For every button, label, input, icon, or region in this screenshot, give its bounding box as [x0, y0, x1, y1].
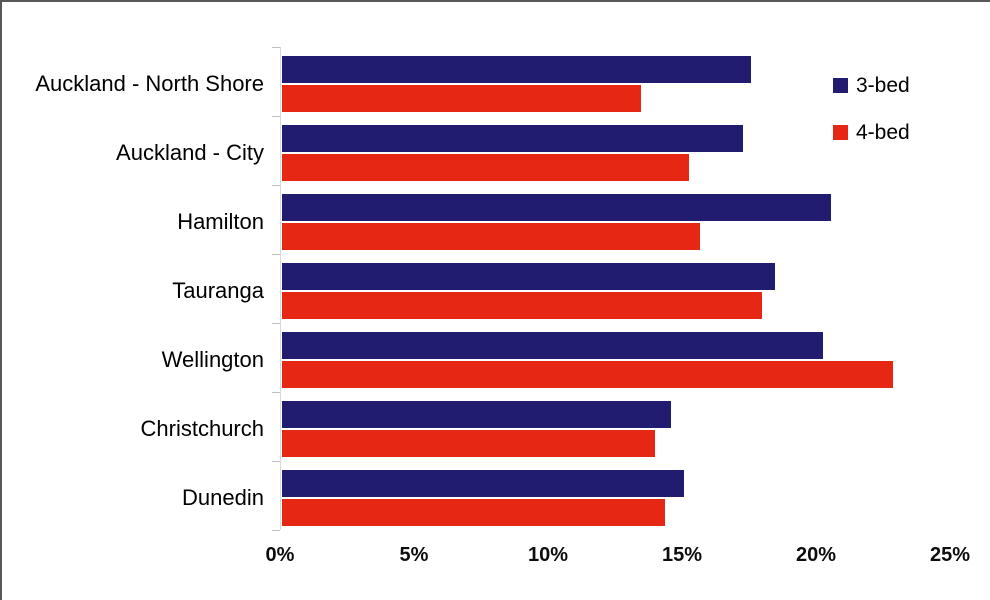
category-row: Wellington	[2, 323, 990, 392]
category-label: Wellington	[161, 347, 264, 372]
legend-swatch-4bed-icon	[833, 125, 848, 140]
x-tick-label: 15%	[661, 544, 703, 566]
legend-label-4bed: 4-bed	[856, 121, 910, 144]
bar-4-bed-dunedin	[282, 499, 665, 526]
category-label: Christchurch	[140, 416, 264, 441]
category-row: Dunedin	[2, 461, 990, 530]
y-axis-tick	[272, 392, 280, 393]
y-axis-tick	[272, 116, 280, 117]
category-label: Tauranga	[172, 278, 264, 303]
category-label: Dunedin	[182, 485, 264, 510]
category-label: Auckland - City	[116, 140, 264, 165]
y-axis-tick	[272, 254, 280, 255]
bar-3-bed-dunedin	[282, 470, 684, 497]
bar-4-bed-auckland-north-shore	[282, 85, 641, 112]
bar-4-bed-christchurch	[282, 430, 655, 457]
y-axis-line	[280, 47, 281, 530]
legend-label-3bed: 3-bed	[856, 74, 910, 97]
bar-4-bed-tauranga	[282, 292, 762, 319]
bar-4-bed-wellington	[282, 361, 893, 388]
y-axis-tick	[272, 461, 280, 462]
y-axis-tick	[272, 47, 280, 48]
bar-3-bed-wellington	[282, 332, 823, 359]
y-axis-tick	[272, 530, 280, 531]
x-tick-label: 5%	[399, 544, 429, 566]
category-row: Tauranga	[2, 254, 990, 323]
category-row: Auckland - North Shore	[2, 47, 990, 116]
bar-3-bed-tauranga	[282, 263, 775, 290]
x-tick-label: 10%	[527, 544, 569, 566]
x-tick-label: 20%	[795, 544, 837, 566]
category-label: Hamilton	[177, 209, 264, 234]
bar-3-bed-auckland-north-shore	[282, 56, 751, 83]
legend-item-3bed: 3-bed	[833, 75, 910, 96]
category-row: Hamilton	[2, 185, 990, 254]
x-tick-label: 25%	[929, 544, 971, 566]
x-tick-label: 0%	[265, 544, 295, 566]
y-axis-tick	[272, 323, 280, 324]
bar-4-bed-auckland-city	[282, 154, 689, 181]
legend-item-4bed: 4-bed	[833, 122, 910, 143]
y-axis-tick	[272, 185, 280, 186]
bar-3-bed-christchurch	[282, 401, 671, 428]
legend-swatch-3bed-icon	[833, 78, 848, 93]
category-label: Auckland - North Shore	[35, 71, 264, 96]
category-row: Christchurch	[2, 392, 990, 461]
category-row: Auckland - City	[2, 116, 990, 185]
bar-3-bed-auckland-city	[282, 125, 743, 152]
bar-3-bed-hamilton	[282, 194, 831, 221]
bar-4-bed-hamilton	[282, 223, 700, 250]
